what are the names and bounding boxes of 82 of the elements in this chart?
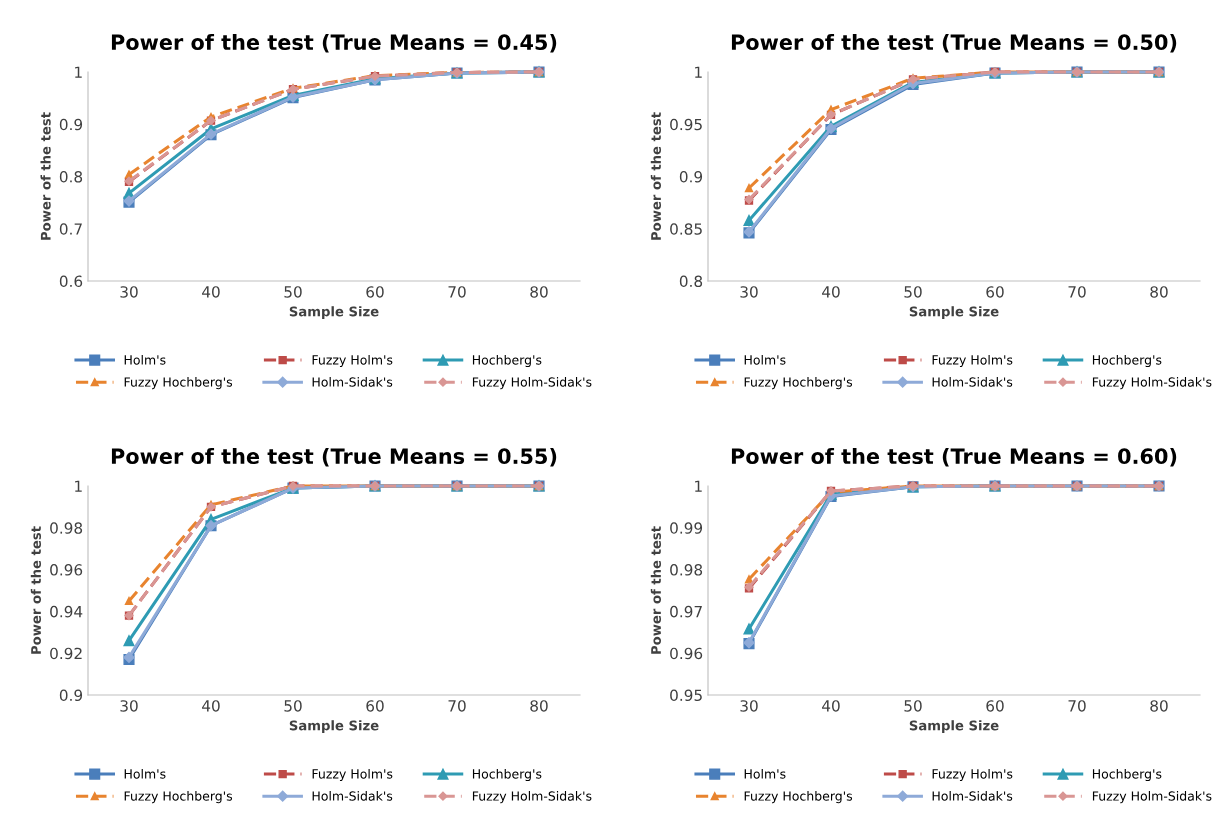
y-tick-label: 0.94 <box>50 605 83 618</box>
legend-label: Holm-Sidak's <box>312 377 393 387</box>
legend-label: Fuzzy Holm-Sidak's <box>472 377 592 390</box>
legend-label: Hochberg's <box>1092 354 1162 368</box>
legend-label: Holm-Sidak's <box>932 377 1013 387</box>
x-tick-label: 60 <box>366 286 384 298</box>
x-tick-label: 70 <box>1068 286 1086 298</box>
y-tick-label: 0.95 <box>670 689 702 702</box>
y-tick-label: 0.9 <box>59 689 83 702</box>
legend-label: Fuzzy Holm's <box>312 354 393 368</box>
y-tick-label: 0.99 <box>670 522 703 534</box>
y-tick-label: 1 <box>75 66 82 78</box>
legend-label: Fuzzy Holm's <box>932 354 1013 368</box>
y-tick-label: 1 <box>75 480 82 492</box>
legend-label: Fuzzy Hochberg's <box>124 377 233 390</box>
legend-label: Holm-Sidak's <box>932 791 1013 801</box>
x-tick-label: 80 <box>530 286 548 298</box>
x-tick-label: 40 <box>822 286 840 298</box>
x-axis-title: Sample Size <box>909 306 999 319</box>
y-tick-label: 1 <box>695 480 702 492</box>
y-tick-label: 0.8 <box>59 170 83 183</box>
x-tick-label: 50 <box>284 286 302 298</box>
x-tick-label: 50 <box>284 700 302 712</box>
y-tick-label: 0.96 <box>50 564 83 576</box>
x-tick-label: 70 <box>448 286 466 298</box>
x-tick-label: 60 <box>986 700 1004 712</box>
x-axis-title: Sample Size <box>289 306 379 319</box>
legend-label: Holm-Sidak's <box>312 791 393 801</box>
legend-label: Holm's <box>744 768 786 779</box>
y-tick-label: 0.85 <box>670 223 702 235</box>
y-tick-label: 1 <box>695 66 702 78</box>
y-axis-title: Power of the test <box>650 112 662 240</box>
y-tick-label: 0.97 <box>670 605 702 618</box>
y-axis-title: Power of the test <box>30 526 42 654</box>
legend-label: Fuzzy Hochberg's <box>124 791 233 804</box>
x-tick-label: 80 <box>1150 286 1168 298</box>
y-tick-label: 0.6 <box>59 275 83 288</box>
y-tick-label: 0.98 <box>670 564 703 576</box>
legend-label: Hochberg's <box>1092 768 1162 782</box>
x-axis-title: Sample Size <box>289 720 379 733</box>
legend-label: Hochberg's <box>472 768 542 782</box>
x-tick-label: 30 <box>740 286 758 298</box>
y-tick-label: 0.96 <box>670 647 703 660</box>
x-tick-label: 80 <box>530 700 548 712</box>
x-tick-label: 60 <box>986 286 1004 298</box>
x-tick-label: 50 <box>904 700 922 712</box>
y-tick-label: 0.9 <box>679 170 703 183</box>
legend-label: Fuzzy Hochberg's <box>744 377 853 390</box>
x-tick-label: 80 <box>1150 700 1168 712</box>
x-tick-label: 70 <box>1068 700 1086 712</box>
legend-label: Fuzzy Holm-Sidak's <box>1092 791 1212 804</box>
x-tick-label: 30 <box>120 286 138 298</box>
y-axis-title: Power of the test <box>40 112 51 240</box>
x-tick-label: 60 <box>366 700 384 712</box>
legend-label: Fuzzy Holm-Sidak's <box>1092 377 1212 390</box>
x-tick-label: 40 <box>822 700 840 712</box>
legend-label: Holm's <box>744 354 786 365</box>
legend-label: Fuzzy Hochberg's <box>744 791 853 804</box>
legend-label: Hochberg's <box>472 354 542 368</box>
y-axis-title: Power of the test <box>650 526 662 654</box>
legend-label: Holm's <box>124 768 166 779</box>
y-tick-label: 0.92 <box>50 647 82 660</box>
chart-title: Power of the test (True Means = 0.60) <box>731 447 1177 467</box>
y-tick-label: 0.98 <box>50 522 83 534</box>
y-tick-label: 0.8 <box>679 275 703 288</box>
chart-title: Power of the test (True Means = 0.50) <box>731 33 1177 53</box>
y-tick-label: 0.9 <box>59 118 83 131</box>
x-axis-title: Sample Size <box>909 720 999 733</box>
x-tick-label: 40 <box>202 700 220 712</box>
legend-label: Holm's <box>124 354 166 365</box>
legend-label: Fuzzy Holm-Sidak's <box>472 791 592 804</box>
y-tick-label: 0.95 <box>670 118 702 131</box>
x-tick-label: 30 <box>120 700 138 712</box>
x-tick-label: 40 <box>202 286 220 298</box>
legend-label: Fuzzy Holm's <box>312 768 393 782</box>
x-tick-label: 50 <box>904 286 922 298</box>
chart-title: Power of the test (True Means = 0.55) <box>111 447 557 467</box>
x-tick-label: 70 <box>448 700 466 712</box>
chart-title: Power of the test (True Means = 0.45) <box>111 33 557 53</box>
legend-label: Fuzzy Holm's <box>932 768 1013 782</box>
y-tick-label: 0.7 <box>59 223 82 235</box>
x-tick-label: 30 <box>740 700 758 712</box>
